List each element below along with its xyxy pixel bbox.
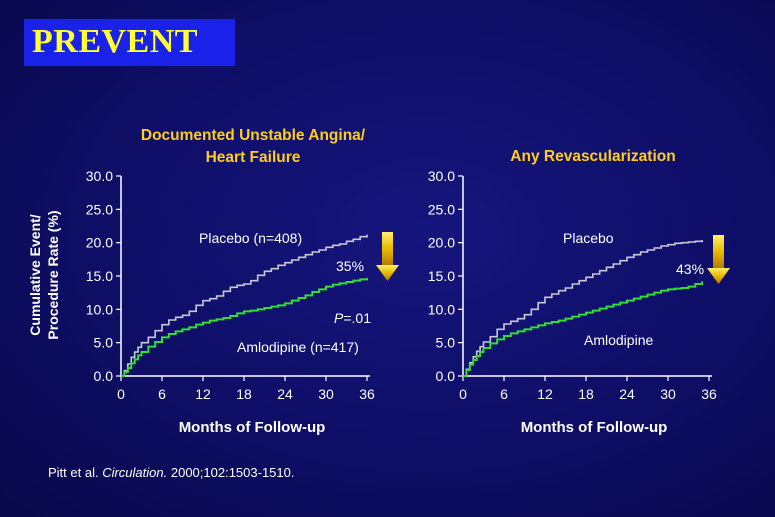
- chart-left-ytick-label-2: 10.0: [86, 301, 113, 317]
- chart-right-ytick-label-3: 15.0: [428, 268, 455, 284]
- chart-right-reduction-arrow: [707, 235, 730, 284]
- chart-left-xtick-label-6: 36: [359, 386, 375, 402]
- chart-left-ytick-label-0: 0.0: [94, 368, 114, 384]
- chart-left-ylabel-line2: Procedure Rate (%): [45, 210, 61, 339]
- chart-left-title-line1: Documented Unstable Angina/: [141, 127, 366, 144]
- chart-left-ytick-label-5: 25.0: [86, 201, 113, 217]
- chart-left-amlodipine-label: Amlodipine (n=417): [237, 339, 359, 355]
- chart-left-title-line2: Heart Failure: [206, 149, 301, 166]
- chart-left-placebo-label: Placebo (n=408): [199, 230, 302, 246]
- chart-left-reduction-label: 35%: [336, 258, 364, 274]
- chart-right-reduction-label: 43%: [676, 261, 704, 277]
- chart-left-xtick-label-1: 6: [158, 386, 166, 402]
- chart-right-placebo-line: [463, 240, 703, 377]
- chart-left-ytick-label-1: 5.0: [94, 335, 114, 351]
- chart-right-xtick-label-3: 18: [578, 386, 594, 402]
- chart-left-ytick-label-3: 15.0: [86, 268, 113, 284]
- chart-left-xtick-label-4: 24: [277, 386, 293, 402]
- chart-right-title: Any Revascularization: [510, 148, 675, 165]
- chart-right-ytick-label-5: 25.0: [428, 201, 455, 217]
- citation-details: 2000;102:1503-1510.: [170, 465, 295, 480]
- chart-right-xlabel: Months of Follow-up: [521, 419, 668, 436]
- chart-left-pvalue-p: P: [334, 310, 344, 326]
- chart-right-xtick-label-2: 12: [537, 386, 553, 402]
- chart-right-amlodipine-line: [463, 281, 704, 377]
- chart-left-pvalue-rest: =.01: [343, 310, 371, 326]
- citation-journal: Circulation.: [102, 465, 168, 480]
- chart-right-ytick-label-0: 0.0: [436, 368, 456, 384]
- chart-right-ytick-label-4: 20.0: [428, 235, 455, 251]
- chart-left-ylabel: Cumulative Event/ Procedure Rate (%): [27, 210, 61, 339]
- chart-left-xtick-label-5: 30: [318, 386, 334, 402]
- chart-left-xtick-label-2: 12: [195, 386, 211, 402]
- chart-left-ylabel-line1: Cumulative Event/: [27, 214, 43, 335]
- chart-left: Documented Unstable Angina/ Heart Failur…: [27, 127, 399, 436]
- chart-right-ytick-label-1: 5.0: [436, 335, 456, 351]
- chart-left-ytick-label-6: 30.0: [86, 168, 113, 184]
- chart-right-xtick-label-5: 30: [660, 386, 676, 402]
- chart-right-xtick-label-1: 6: [500, 386, 508, 402]
- chart-right-xtick-label-4: 24: [619, 386, 635, 402]
- chart-right-xtick-label-6: 36: [701, 386, 717, 402]
- chart-right-ytick-label-2: 10.0: [428, 301, 455, 317]
- title-box: PREVENT: [24, 19, 235, 66]
- chart-left-placebo-line: [121, 234, 368, 377]
- chart-right-placebo-label: Placebo: [563, 230, 614, 246]
- chart-left-reduction-arrow: [376, 232, 399, 281]
- chart-left-amlodipine-line: [121, 278, 368, 377]
- chart-left-pvalue: P=.01: [334, 310, 371, 326]
- chart-left-ytick-label-4: 20.0: [86, 235, 113, 251]
- chart-left-xtick-label-3: 18: [236, 386, 252, 402]
- chart-right-ytick-label-6: 30.0: [428, 168, 455, 184]
- chart-left-xlabel: Months of Follow-up: [179, 419, 326, 436]
- chart-left-xtick-label-0: 0: [117, 386, 125, 402]
- chart-right-amlodipine-label: Amlodipine: [584, 332, 653, 348]
- citation: Pitt et al. Circulation. 2000;102:1503-1…: [48, 465, 294, 480]
- slide-title: PREVENT: [32, 23, 198, 60]
- chart-right-xtick-label-0: 0: [459, 386, 467, 402]
- chart-right: Any Revascularization 0.0 5.0 10.0 15.0 20.0…: [428, 148, 730, 436]
- citation-authors: Pitt et al.: [48, 465, 99, 480]
